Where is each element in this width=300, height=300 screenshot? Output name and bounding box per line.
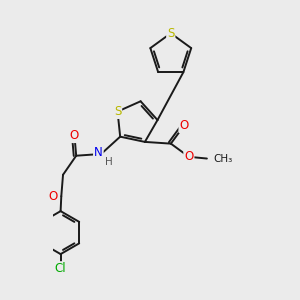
Text: O: O	[70, 129, 79, 142]
Text: S: S	[167, 27, 175, 40]
Text: O: O	[184, 150, 194, 163]
Text: O: O	[48, 190, 57, 203]
Text: O: O	[179, 119, 189, 132]
Text: CH₃: CH₃	[213, 154, 233, 164]
Text: H: H	[105, 157, 112, 166]
Text: N: N	[94, 146, 103, 159]
Text: S: S	[114, 105, 121, 118]
Text: Cl: Cl	[55, 262, 66, 275]
